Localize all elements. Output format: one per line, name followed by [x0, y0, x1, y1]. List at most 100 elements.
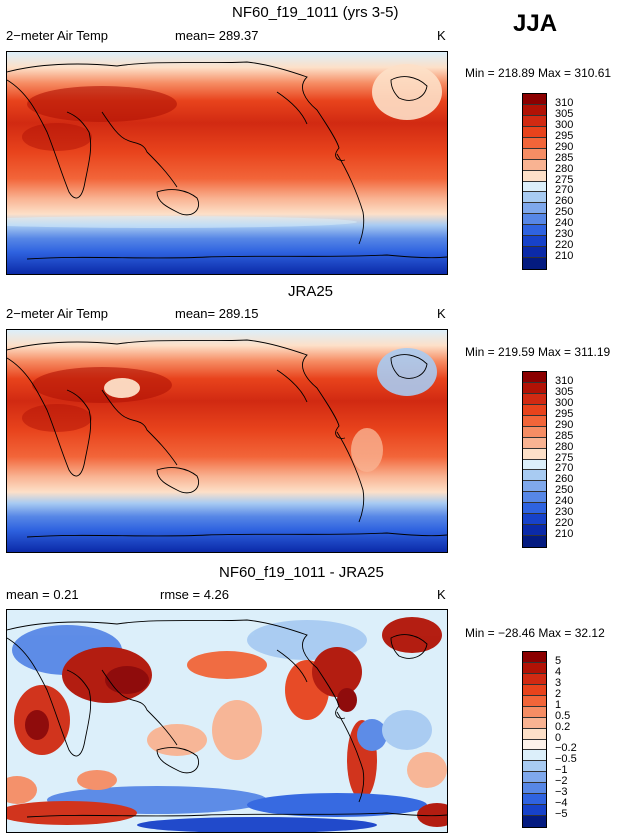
- colorbar-swatch: [523, 662, 546, 674]
- panel2-minmax: Min = 219.59 Max = 311.19: [465, 345, 611, 359]
- colorbar-swatch: [523, 426, 546, 438]
- colorbar-tick-label: 220: [555, 239, 574, 252]
- panel3-difference-field: [7, 610, 447, 832]
- colorbar-swatch: [523, 728, 546, 740]
- colorbar-tick-label: 295: [555, 129, 574, 142]
- panel1-mean: mean= 289.37: [175, 28, 259, 43]
- colorbar-tick-label: −1: [555, 764, 568, 777]
- colorbar-tick-label: −0.5: [555, 753, 577, 766]
- colorbar-tick-label: −4: [555, 797, 568, 810]
- colorbar-tick-label: 310: [555, 374, 574, 387]
- colorbar-swatch: [523, 761, 546, 773]
- colorbar-swatch: [523, 448, 546, 460]
- colorbar-tick-label: 2: [555, 687, 562, 700]
- panel3-mean: mean = 0.21: [6, 587, 79, 602]
- colorbar-tick-label: 4: [555, 665, 562, 678]
- colorbar-tick-label: 210: [555, 528, 574, 541]
- colorbar-swatch: [523, 783, 546, 795]
- colorbar-tick-label: 305: [555, 385, 574, 398]
- colorbar-tick-label: 220: [555, 517, 574, 530]
- colorbar-swatch: [523, 192, 546, 204]
- colorbar-swatch: [523, 104, 546, 116]
- colorbar-tick-label: 280: [555, 440, 574, 453]
- panel3-map: [6, 609, 448, 833]
- panel2-unit: K: [437, 306, 446, 321]
- panel1-unit: K: [437, 28, 446, 43]
- panel2-title: JRA25: [288, 283, 334, 300]
- colorbar-tick-label: 285: [555, 151, 574, 164]
- colorbar-swatch: [523, 225, 546, 237]
- panel1-temperature-field: [7, 52, 447, 274]
- colorbar-swatch: [523, 525, 546, 537]
- colorbar-swatch: [523, 247, 546, 259]
- colorbar-swatch: [523, 805, 546, 817]
- colorbar-swatch: [523, 115, 546, 127]
- colorbar-tick-label: 305: [555, 107, 574, 120]
- panel3-rmse: rmse = 4.26: [160, 587, 230, 602]
- colorbar-swatch: [523, 695, 546, 707]
- colorbar-tick-label: 260: [555, 473, 574, 486]
- colorbar-tick-label: 260: [555, 195, 574, 208]
- panel2-variable-label: 2−meter Air Temp: [6, 306, 109, 321]
- colorbar-tick-label: 310: [555, 96, 574, 109]
- colorbar-swatch: [523, 673, 546, 685]
- panel2-temperature-field: [7, 330, 447, 552]
- panel2-colorbar-segments: [523, 372, 546, 547]
- panel1-map: [6, 51, 448, 275]
- colorbar-swatch: [523, 794, 546, 806]
- panel1-variable-label: 2−meter Air Temp: [6, 28, 109, 43]
- colorbar-swatch: [523, 203, 546, 215]
- colorbar-swatch: [523, 170, 546, 182]
- colorbar-tick-label: 240: [555, 495, 574, 508]
- colorbar-swatch: [523, 258, 546, 269]
- colorbar-tick-label: 300: [555, 396, 574, 409]
- colorbar-tick-label: 230: [555, 228, 574, 241]
- colorbar-swatch: [523, 717, 546, 729]
- panel1-title: NF60_f19_1011 (yrs 3-5): [232, 4, 399, 21]
- panel2-colorbar-labels: 310 305 300 295 290 285 280 275 270 260 250 240 230 2…: [555, 371, 595, 546]
- colorbar-tick-label: 290: [555, 140, 574, 153]
- colorbar-tick-label: 0: [555, 731, 562, 744]
- colorbar-swatch: [523, 772, 546, 784]
- panel3-colorbar-labels: 5 4 3 2 1 0.5 0.2 0 −0.2 −0.5 −1 −2 −3 −4 −5: [555, 651, 595, 826]
- colorbar-swatch: [523, 148, 546, 160]
- panel3-title: NF60_f19_1011 - JRA25: [219, 564, 384, 581]
- colorbar-tick-label: 270: [555, 184, 574, 197]
- panel3-unit: K: [437, 587, 446, 602]
- colorbar-swatch: [523, 739, 546, 751]
- colorbar-swatch: [523, 503, 546, 515]
- colorbar-swatch: [523, 492, 546, 504]
- colorbar-swatch: [523, 706, 546, 718]
- colorbar-swatch: [523, 816, 546, 827]
- colorbar-swatch: [523, 372, 546, 383]
- colorbar-tick-label: −3: [555, 786, 568, 799]
- colorbar-tick-label: −2: [555, 775, 568, 788]
- colorbar-tick-label: −0.2: [555, 742, 577, 755]
- panel1-minmax: Min = 218.89 Max = 310.61: [465, 66, 612, 80]
- colorbar-swatch: [523, 459, 546, 471]
- panel2-colorbar: [522, 371, 547, 548]
- colorbar-tick-label: 3: [555, 676, 562, 689]
- colorbar-tick-label: 275: [555, 173, 574, 186]
- colorbar-tick-label: 0.5: [555, 709, 571, 722]
- colorbar-swatch: [523, 382, 546, 394]
- panel1-colorbar: [522, 93, 547, 270]
- colorbar-swatch: [523, 126, 546, 138]
- colorbar-swatch: [523, 415, 546, 427]
- colorbar-tick-label: 280: [555, 162, 574, 175]
- colorbar-swatch: [523, 536, 546, 547]
- panel1-colorbar-labels: 310 305 300 295 290 285 280 275 270 260 250 240 230 2…: [555, 93, 595, 268]
- colorbar-tick-label: 1: [555, 698, 562, 711]
- colorbar-swatch: [523, 481, 546, 493]
- panel1-colorbar-segments: [523, 94, 546, 269]
- colorbar-swatch: [523, 94, 546, 105]
- panel2-map: [6, 329, 448, 553]
- colorbar-swatch: [523, 181, 546, 193]
- colorbar-swatch: [523, 393, 546, 405]
- colorbar-swatch: [523, 514, 546, 526]
- colorbar-tick-label: 5: [555, 654, 562, 667]
- panel3-minmax: Min = −28.46 Max = 32.12: [465, 626, 605, 640]
- colorbar-tick-label: 210: [555, 250, 574, 263]
- colorbar-tick-label: 230: [555, 506, 574, 519]
- panel3-colorbar-segments: [523, 652, 546, 827]
